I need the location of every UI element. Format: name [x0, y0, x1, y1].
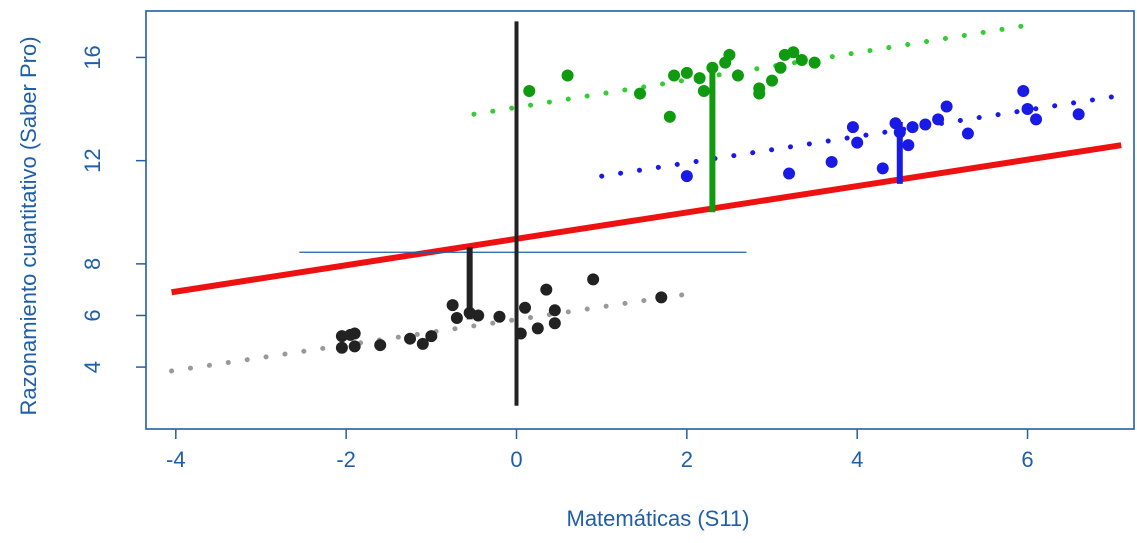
black-data-point	[540, 283, 553, 296]
blue-data-point	[906, 121, 919, 134]
blue-data-point	[851, 136, 864, 149]
x-tick-label: 2	[681, 447, 693, 472]
green-data-point	[680, 66, 693, 79]
black-data-point	[531, 322, 544, 335]
x-tick-label: 4	[851, 447, 863, 472]
black-data-point	[655, 291, 668, 304]
black-data-point	[548, 317, 561, 330]
black-data-point	[404, 332, 417, 345]
green-data-point	[697, 84, 710, 97]
blue-data-point	[932, 113, 945, 126]
green-data-point	[766, 74, 779, 87]
black-data-point	[548, 304, 561, 317]
green-data-point	[774, 61, 787, 74]
green-data-point	[795, 54, 808, 67]
blue-data-point	[876, 162, 889, 175]
chart-marks	[169, 21, 1122, 406]
green-data-point	[753, 87, 766, 100]
black-data-point	[335, 341, 348, 354]
blue-data-point	[1030, 113, 1043, 126]
blue-data-point	[680, 170, 693, 183]
black-trend-line	[169, 291, 694, 374]
black-data-point	[348, 327, 361, 340]
black-data-point	[348, 340, 361, 353]
blue-data-point	[902, 139, 915, 152]
y-axis-title: Razonamiento cuantitativo (Saber Pro)	[16, 36, 41, 415]
black-data-point	[425, 330, 438, 343]
blue-trend-line	[599, 93, 1120, 179]
y-tick-label: 16	[80, 45, 105, 69]
x-axis-ticks: -4 -2 0 2 4 6	[166, 429, 1034, 472]
x-tick-label: 6	[1021, 447, 1033, 472]
black-data-point	[374, 339, 387, 352]
blue-data-point	[961, 127, 974, 140]
overall-regression-line	[171, 142, 1122, 296]
black-data-point	[587, 273, 600, 286]
y-axis-ticks: 4 6 8 12 16	[80, 45, 146, 373]
green-data-point	[523, 84, 536, 97]
black-data-point	[472, 309, 485, 322]
blue-data-point	[1021, 103, 1034, 116]
y-tick-label: 4	[80, 361, 105, 373]
blue-data-point	[940, 100, 953, 113]
black-data-point	[519, 301, 532, 314]
green-data-point	[731, 69, 744, 82]
x-tick-label: -2	[336, 447, 356, 472]
y-tick-label: 12	[80, 148, 105, 172]
black-data-point	[493, 310, 506, 323]
green-data-point	[663, 110, 676, 123]
x-axis-title: Matemáticas (S11)	[567, 506, 750, 531]
green-data-point	[561, 69, 574, 82]
black-data-point	[446, 299, 459, 312]
plot-frame	[145, 10, 1135, 430]
blue-data-point	[846, 121, 859, 134]
y-tick-label: 8	[80, 258, 105, 270]
y-tick-label: 6	[80, 309, 105, 321]
x-tick-label: 0	[510, 447, 522, 472]
green-data-point	[668, 69, 681, 82]
x-tick-label: -4	[166, 447, 186, 472]
blue-data-point	[783, 167, 796, 180]
green-trend-line	[471, 21, 1039, 117]
blue-data-point	[1072, 108, 1085, 121]
green-data-point	[723, 48, 736, 61]
green-data-point	[808, 56, 821, 69]
blue-data-point	[825, 155, 838, 168]
black-data-point	[450, 312, 463, 325]
green-data-point	[634, 87, 646, 100]
green-data-point	[693, 72, 706, 85]
blue-data-point	[1017, 84, 1030, 97]
green-data-point	[787, 46, 800, 59]
blue-data-point	[919, 118, 932, 131]
black-data-point	[416, 337, 429, 350]
